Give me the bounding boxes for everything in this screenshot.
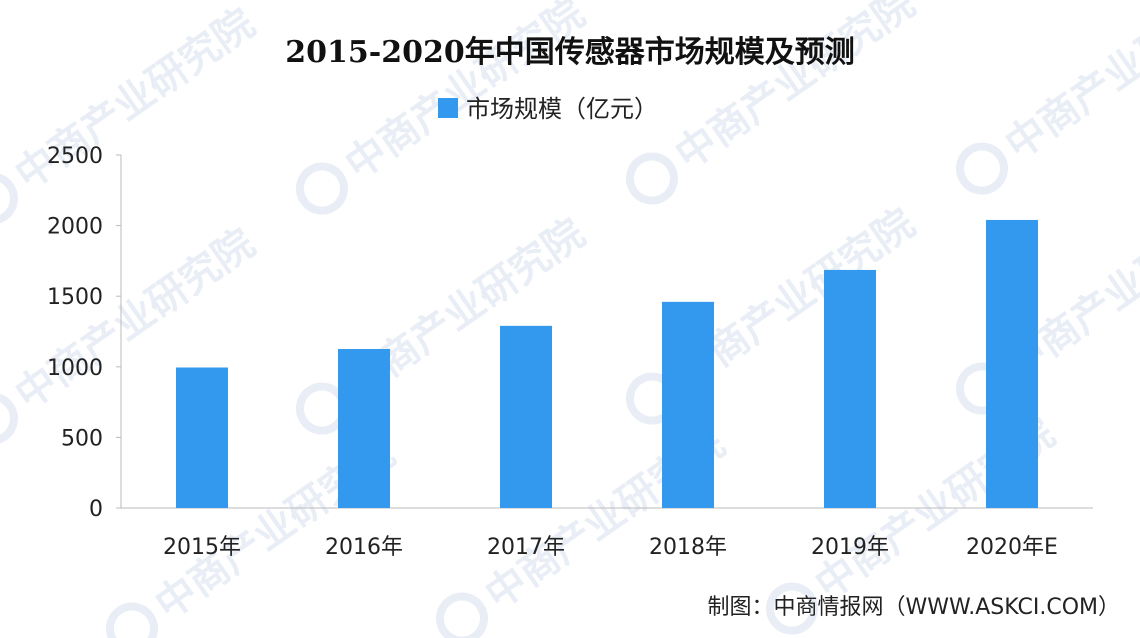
legend: 市场规模（亿元） [438, 95, 658, 123]
bar [662, 301, 714, 508]
axes [120, 155, 1093, 509]
watermark-logo-icon [955, 142, 1008, 195]
watermark: 中商产业研究院 [625, 0, 923, 205]
watermark-text: 中商产业研究院 [667, 0, 923, 179]
watermark-logo-icon [0, 172, 18, 225]
legend-label: 市场规模（亿元） [466, 95, 658, 123]
bars [176, 219, 1038, 508]
legend-swatch [438, 98, 458, 118]
x-tick-label: 2017年 [487, 535, 565, 560]
bar [338, 349, 390, 508]
y-tick-label: 2000 [47, 215, 103, 240]
watermark-logo-icon [765, 582, 818, 635]
x-tick-label: 2016年 [325, 535, 403, 560]
watermark: 中商产业研究院 [0, 0, 263, 225]
y-tick-label: 0 [89, 497, 103, 522]
x-ticks: 2015年 2016年 2017年 2018年 2019年 2020年E [163, 535, 1058, 560]
watermark-text: 中商产业研究院 [7, 0, 263, 198]
x-tick-label: 2015年 [163, 535, 241, 560]
watermark: 中商产业研究院 [955, 190, 1140, 415]
bar [176, 367, 228, 508]
watermark-text: 中商产业研究院 [997, 0, 1140, 169]
y-tick-label: 1000 [47, 356, 103, 381]
x-tick-label: 2018年 [649, 535, 727, 560]
watermark-logo-icon [295, 162, 348, 215]
watermark: 中商产业研究院 [955, 0, 1140, 195]
watermark-logo-icon [435, 592, 488, 638]
x-tick-label: 2020年E [966, 535, 1058, 560]
x-tick-label: 2019年 [811, 535, 889, 560]
bar [986, 219, 1038, 508]
y-tick-label: 500 [61, 426, 103, 451]
watermark-logo-icon [0, 392, 18, 445]
y-ticks: 0 500 1000 1500 2000 2500 [47, 144, 121, 522]
bar [500, 325, 552, 508]
watermark-logo-icon [625, 152, 678, 205]
watermark-logo-icon [105, 602, 158, 638]
source-note: 制图：中商情报网（WWW.ASKCI.COM） [708, 595, 1120, 620]
y-tick-label: 1500 [47, 285, 103, 310]
y-tick-label: 2500 [47, 144, 103, 169]
chart-title: 2015-2020年中国传感器市场规模及预测 [285, 35, 854, 70]
bar [824, 269, 876, 508]
